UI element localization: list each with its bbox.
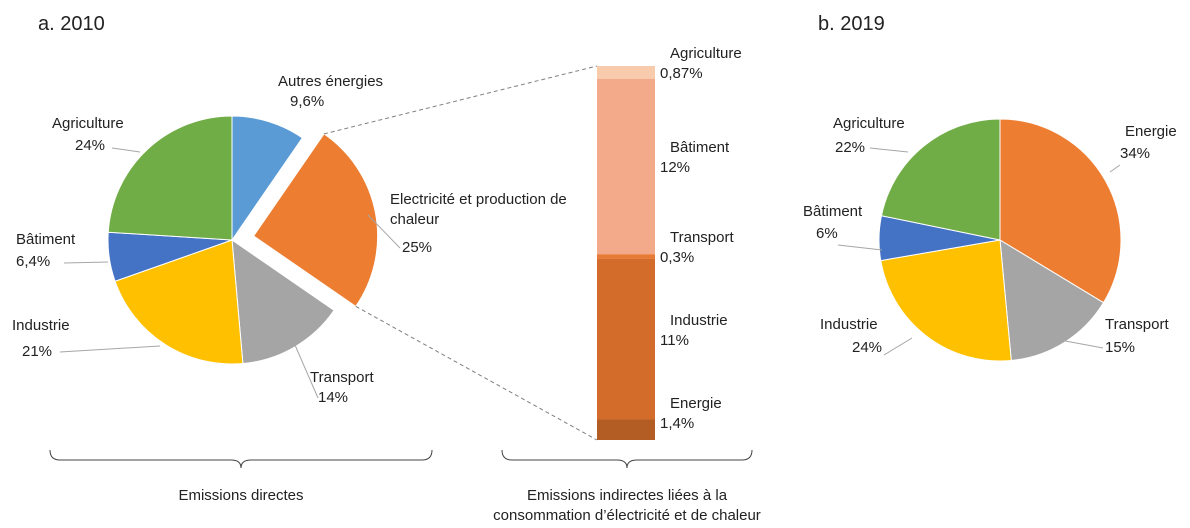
pie-slice xyxy=(880,239,1012,362)
segment-label: Bâtiment xyxy=(670,139,730,157)
segment-value: 12% xyxy=(660,159,691,177)
slice-label: Industrie xyxy=(820,316,878,333)
slice-value: 21% xyxy=(22,343,53,360)
leader-line xyxy=(869,147,909,153)
pie-slice xyxy=(999,118,1122,304)
segment-label: Energie xyxy=(670,395,722,412)
bar-segment xyxy=(597,258,655,420)
segment-label: Agriculture xyxy=(670,45,742,63)
pie-slice xyxy=(231,238,335,365)
segment-value: 0,3% xyxy=(660,249,695,267)
slice-value: 34% xyxy=(1120,145,1151,162)
chart-title: b. 2019 xyxy=(818,13,885,35)
slice-value: 6,4% xyxy=(16,253,51,270)
leader-line xyxy=(111,147,141,153)
leader-line xyxy=(367,214,401,249)
bar-segment xyxy=(597,254,655,259)
slice-label: Transport xyxy=(310,369,374,386)
leader-line xyxy=(59,345,161,353)
annotation: Emissions directes xyxy=(178,487,304,504)
slice-label: Bâtiment xyxy=(16,231,76,248)
slice-label: Industrie xyxy=(12,317,70,334)
slice-value: 15% xyxy=(1105,339,1136,356)
leader-line xyxy=(883,337,913,356)
bar-segment xyxy=(597,419,655,440)
slice-label: Agriculture xyxy=(52,115,124,132)
chart-title: a. 2010 xyxy=(38,13,105,35)
slice-value: 24% xyxy=(75,137,106,154)
leader-line xyxy=(837,244,883,251)
slice-value: 25% xyxy=(402,239,433,256)
pie-slice xyxy=(107,115,233,241)
slice-label: Transport xyxy=(1105,316,1169,333)
segment-value: 11% xyxy=(660,332,689,350)
slice-label: Bâtiment xyxy=(803,203,863,220)
brace xyxy=(49,449,433,469)
slice-value: 22% xyxy=(835,139,866,156)
pie-slice xyxy=(999,239,1105,362)
pie-slice xyxy=(231,115,304,242)
slice-value: 24% xyxy=(852,339,883,356)
slice-value: 14% xyxy=(318,389,349,406)
slice-value: 9,6% xyxy=(290,93,325,110)
segment-label: Industrie xyxy=(670,312,728,330)
slice-label: Agriculture xyxy=(833,115,905,132)
leader-line xyxy=(294,344,319,399)
leader-line xyxy=(1109,164,1121,173)
connector xyxy=(323,65,598,135)
connector xyxy=(355,305,598,441)
leader-line xyxy=(63,261,109,264)
annotation: Emissions indirectes liées à la consomma… xyxy=(493,487,761,524)
pie-slice xyxy=(252,133,379,308)
slice-label: Energie xyxy=(1125,123,1177,140)
segment-value: 0,87% xyxy=(660,65,703,83)
brace xyxy=(501,449,753,469)
pie-slice xyxy=(880,118,1001,241)
bar-segment xyxy=(597,78,655,255)
bar-segment xyxy=(597,66,655,79)
leader-line xyxy=(1059,339,1104,349)
segment-value: 1,4% xyxy=(660,415,695,432)
pie-slice xyxy=(114,239,244,365)
segment-label: Transport xyxy=(670,229,734,247)
slice-label: Autres énergies xyxy=(278,73,384,90)
slice-label: Electricité et production de chaleur xyxy=(390,191,567,228)
slice-value: 6% xyxy=(816,225,838,242)
